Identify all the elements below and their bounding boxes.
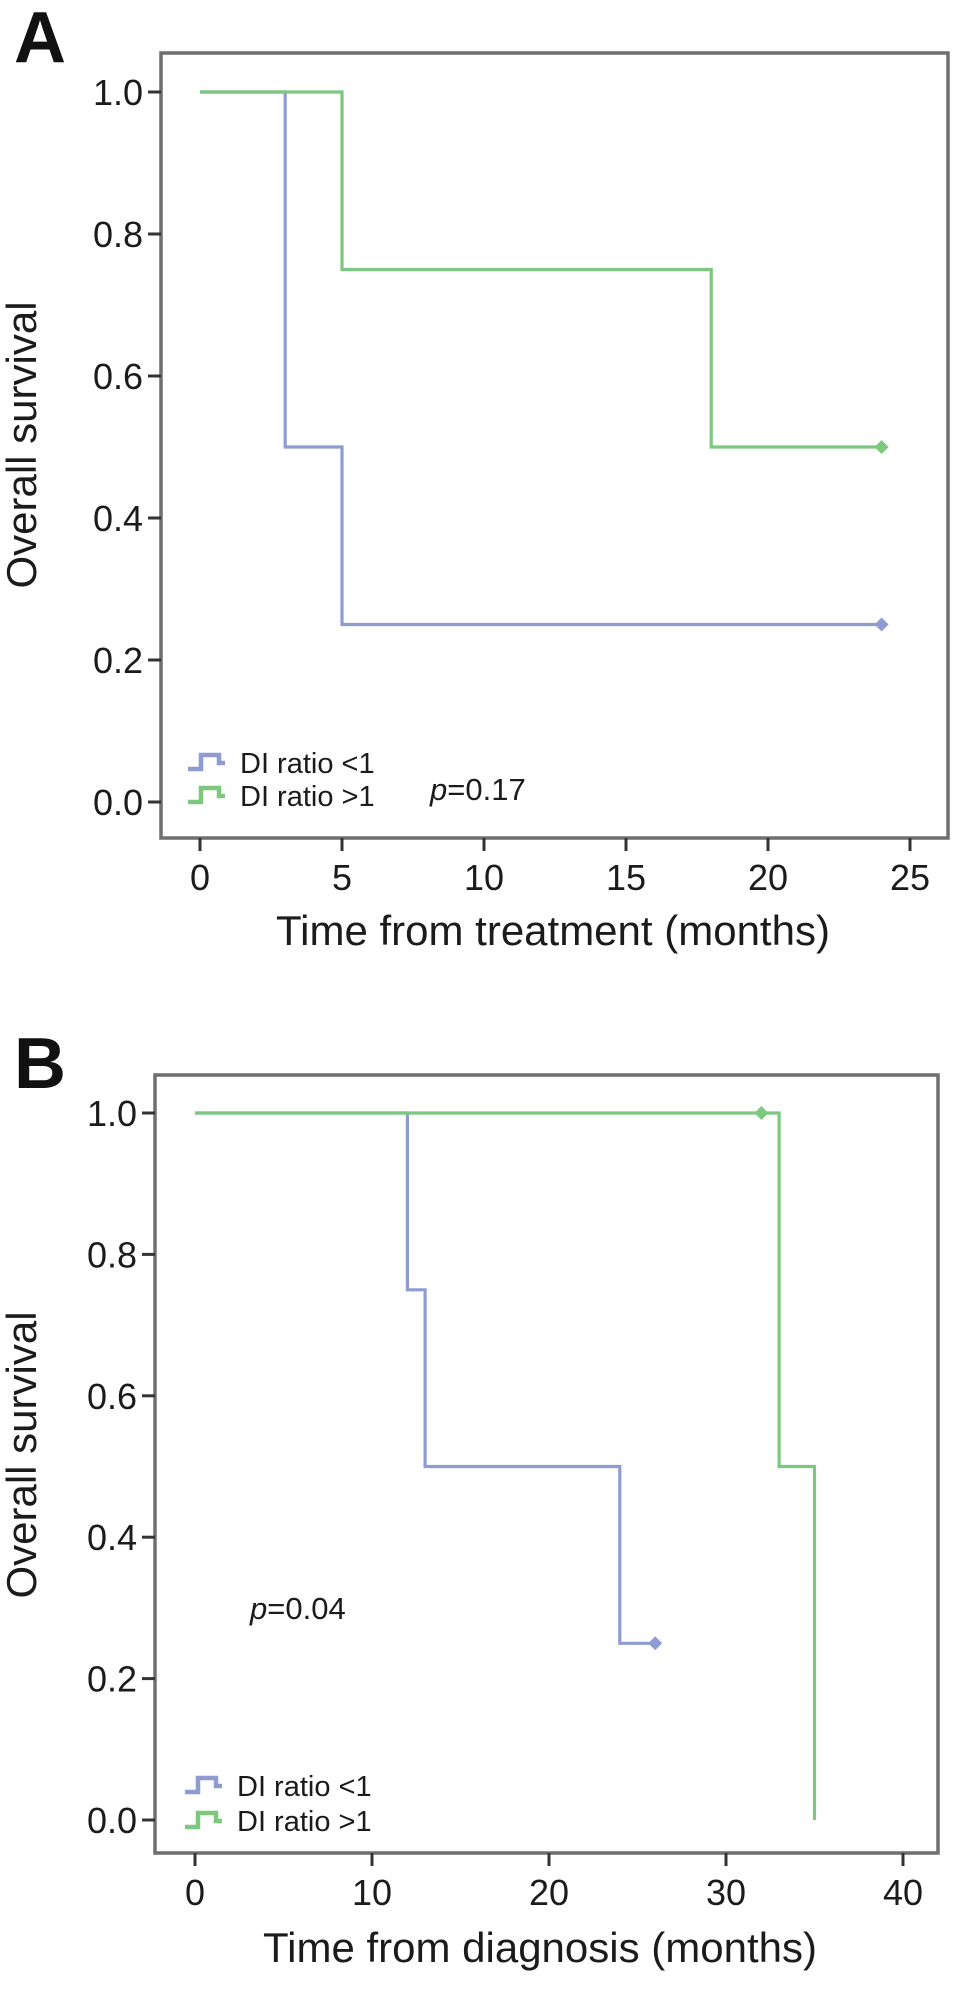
x-tick-label: 15	[606, 857, 646, 898]
x-tick-label: 25	[890, 857, 930, 898]
x-tick-label: 20	[529, 1872, 569, 1913]
km-curve-di-lt1	[195, 1111, 656, 1645]
y-tick-label: 0.8	[87, 1234, 137, 1275]
y-tick-label: 0.2	[87, 1659, 137, 1700]
legend-label: DI ratio >1	[237, 1806, 372, 1838]
censor-mark	[754, 1106, 769, 1120]
y-axis-title: Overall survival	[0, 301, 45, 588]
p-value-label: p=0.17	[429, 772, 526, 807]
y-tick-label: 0.4	[87, 1517, 137, 1558]
censor-mark	[874, 617, 889, 632]
x-tick-label: 10	[464, 857, 504, 898]
plot-frame	[159, 51, 950, 840]
y-tick-label: 0.6	[87, 1376, 137, 1417]
y-tick-label: 0.4	[93, 498, 143, 539]
y-tick-label: 1.0	[87, 1093, 137, 1134]
x-tick-label: 40	[883, 1872, 923, 1913]
km-curve-di-lt1	[200, 90, 882, 627]
x-tick-label: 0	[190, 857, 210, 898]
x-axis-title: Time from diagnosis (months)	[263, 1924, 817, 1971]
panel-a: 0 5 10 15 20 25 0.0 0.2 0.4 0.6 0.8 1.0 DI ratio <1 D…	[0, 0, 969, 1003]
x-tick-label: 0	[185, 1872, 205, 1913]
legend-label: DI ratio <1	[237, 1771, 372, 1803]
y-tick-label: 0.2	[93, 640, 143, 681]
legend-symbol	[185, 1775, 222, 1795]
panel-b-chart: 0 10 20 30 40 0.0 0.2 0.4 0.6 0.8 1.0 DI ratio <1DI…	[0, 1024, 940, 1971]
censor-mark	[874, 440, 889, 454]
panel-letter: A	[14, 0, 66, 78]
y-tick-label: 0.8	[93, 214, 143, 255]
x-axis-title: Time from treatment (months)	[276, 907, 830, 954]
km-curve-di-gt1	[200, 90, 882, 449]
y-tick-label: 0.6	[93, 356, 143, 397]
x-tick-label: 20	[748, 857, 788, 898]
p-value-label: p=0.04	[249, 1591, 346, 1626]
plot-frame	[153, 1073, 940, 1855]
y-tick-label: 0.0	[93, 782, 143, 823]
legend-symbol	[188, 752, 225, 772]
censor-mark	[648, 1636, 663, 1651]
x-tick-label: 5	[332, 857, 352, 898]
y-tick-label: 1.0	[93, 72, 143, 113]
x-tick-label: 30	[706, 1872, 746, 1913]
legend-symbol	[188, 785, 225, 805]
y-axis-title: Overall survival	[0, 1311, 45, 1598]
panel-letter: B	[14, 1024, 66, 1104]
km-curve-di-gt1	[195, 1111, 817, 1820]
legend-label: DI ratio <1	[240, 748, 375, 780]
y-tick-label: 0.0	[87, 1800, 137, 1841]
panel-a-chart: 0 5 10 15 20 25 0.0 0.2 0.4 0.6 0.8 1.0 DI ratio <1D…	[0, 0, 950, 954]
panel-b: 0 10 20 30 40 0.0 0.2 0.4 0.6 0.8 1.0 DI ratio <1 DI…	[0, 1003, 969, 2007]
x-tick-label: 10	[352, 1872, 392, 1913]
legend-label: DI ratio >1	[240, 781, 375, 813]
legend-symbol	[185, 1810, 222, 1830]
